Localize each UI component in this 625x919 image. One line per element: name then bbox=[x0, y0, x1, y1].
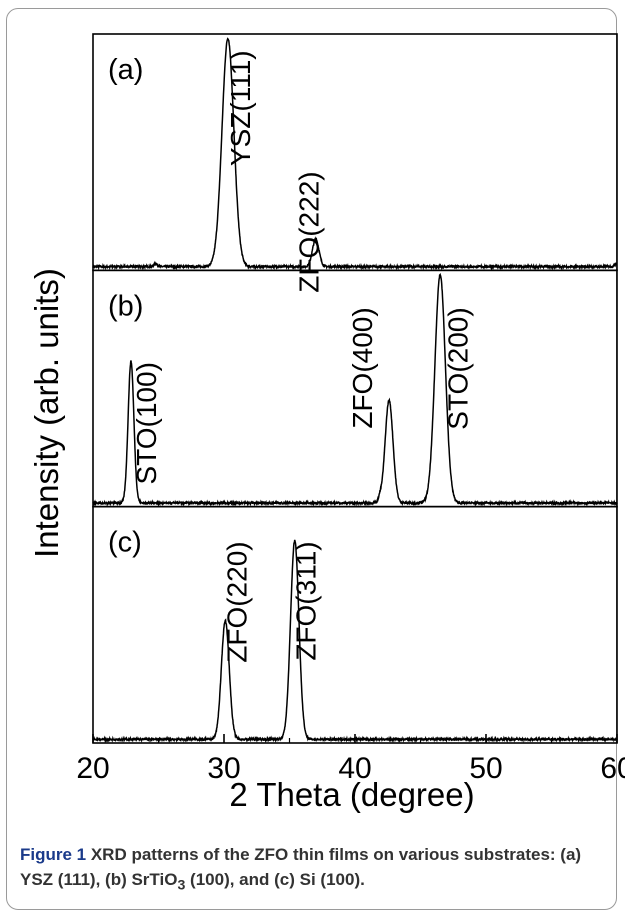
peak-annotation: ZFO(311) bbox=[291, 541, 322, 660]
peak-annotation: ZFO(222) bbox=[293, 171, 324, 292]
peak-annotation: STO(100) bbox=[131, 362, 162, 484]
panel-label: (b) bbox=[108, 290, 143, 322]
panel-frame bbox=[92, 505, 618, 744]
panel-label: (a) bbox=[108, 54, 143, 86]
series-line bbox=[92, 37, 618, 271]
peak-annotation: ZFO(220) bbox=[221, 541, 252, 662]
peak-annotation: ZFO(400) bbox=[347, 307, 378, 428]
series-line bbox=[92, 539, 618, 744]
x-tick-label: 20 bbox=[76, 752, 109, 785]
caption-subscript: 3 bbox=[177, 877, 186, 894]
series-line bbox=[92, 272, 618, 507]
panel-label: (c) bbox=[108, 527, 142, 559]
figure-frame bbox=[6, 8, 617, 910]
x-tick-label: 60 bbox=[600, 752, 625, 785]
caption-lead: Figure 1 bbox=[20, 845, 87, 864]
axis-layer: 20 30 40 50 60 bbox=[76, 33, 625, 785]
x-tick-label: 30 bbox=[207, 752, 240, 785]
x-tick-label: 50 bbox=[469, 752, 502, 785]
panel-frame bbox=[92, 33, 618, 272]
x-tick-label: 40 bbox=[338, 752, 371, 785]
peak-annotation: STO(200) bbox=[443, 307, 474, 429]
caption-text-1: XRD patterns of the ZFO thin films on va… bbox=[20, 845, 582, 889]
xrd-chart: (a) YSZ(111) ZFO(222) (b) STO(100) ZFO(400) ST… bbox=[28, 33, 625, 813]
plot-layer: (a) YSZ(111) ZFO(222) (b) STO(100) ZFO(400) ST… bbox=[92, 37, 618, 744]
y-axis-label: Intensity (arb. units) bbox=[28, 268, 65, 558]
caption-text-2: (100), and (c) Si (100). bbox=[185, 870, 365, 889]
figure-caption: Figure 1 XRD patterns of the ZFO thin fi… bbox=[20, 842, 610, 898]
x-axis-label: 2 Theta (degree) bbox=[229, 776, 474, 813]
peak-annotation: YSZ(111) bbox=[225, 50, 256, 166]
